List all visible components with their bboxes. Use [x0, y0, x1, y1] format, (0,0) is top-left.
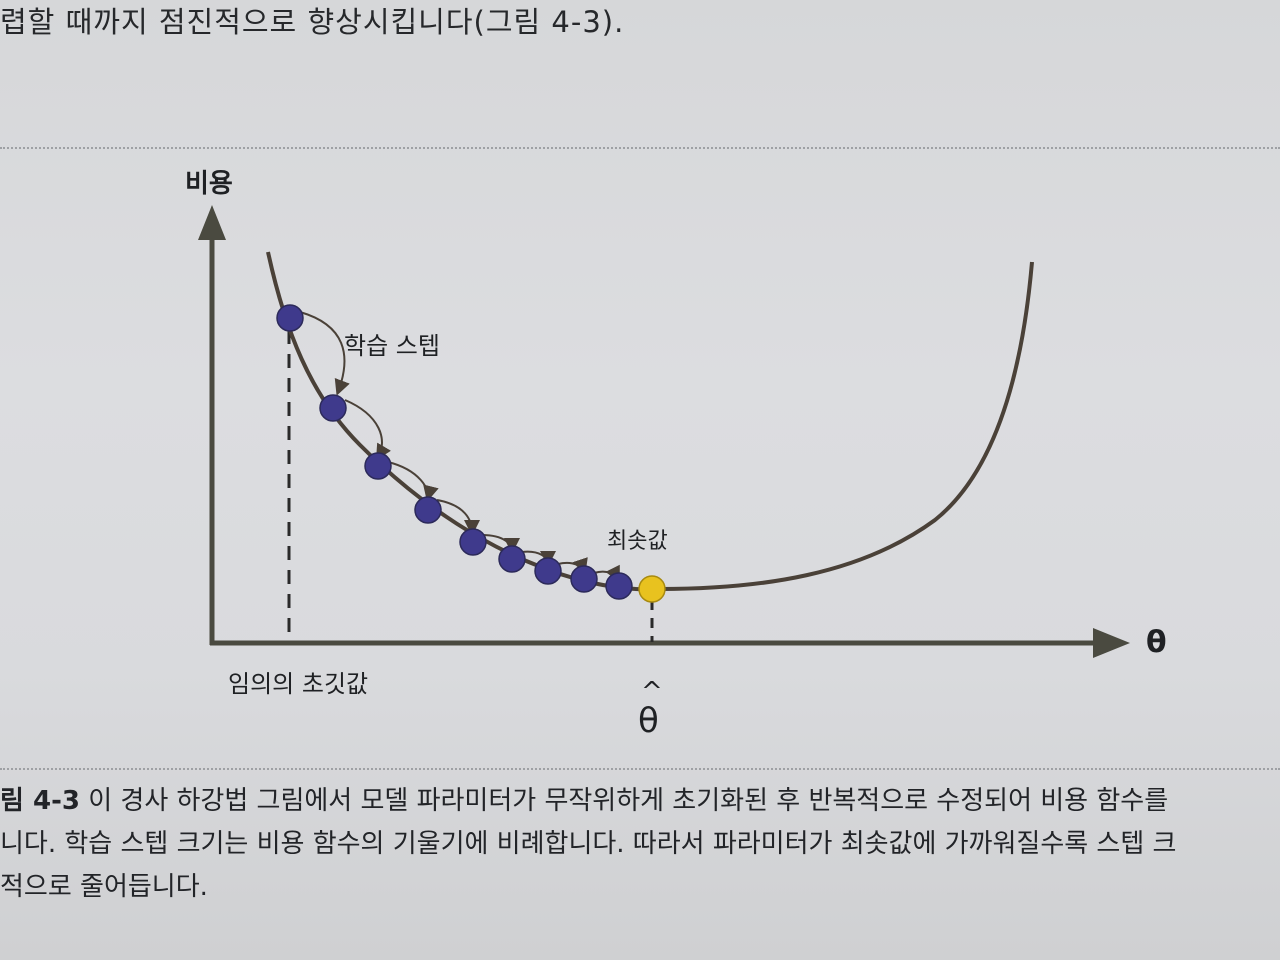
step-point — [459, 528, 487, 556]
x-axis-arrowhead — [1093, 628, 1130, 658]
theta-hat-caret: ^ — [641, 677, 663, 707]
caption-line-2: 니다. 학습 스텝 크기는 비용 함수의 기울기에 비례합니다. 따라서 파라미… — [0, 829, 1177, 859]
step-point — [498, 545, 526, 573]
step-point — [319, 394, 347, 422]
caption-line-1: 이 경사 하강법 그림에서 모델 파라미터가 무작위하게 초기화된 후 반복적으… — [79, 786, 1169, 816]
minimum-label: 최솟값 — [607, 529, 668, 554]
figure-bottom-rule — [0, 768, 1280, 770]
learning-step-label: 학습 스텝 — [344, 332, 440, 360]
initial-value-label: 임의의 초깃값 — [228, 670, 368, 698]
minimum-point — [638, 575, 666, 603]
caption-label: 림 4-3 — [0, 786, 80, 816]
x-axis-label: θ — [1146, 625, 1167, 660]
step-point — [364, 452, 392, 480]
y-axis-arrowhead — [198, 205, 226, 240]
step-point — [534, 557, 562, 585]
figure-caption: 림 4-3 이 경사 하강법 그림에서 모델 파라미터가 무작위하게 초기화된 … — [0, 780, 1280, 909]
step-point — [276, 304, 304, 332]
step-point — [605, 572, 633, 600]
step-point — [414, 496, 442, 524]
theta-hat-label: θ — [638, 701, 659, 741]
figure-top-rule — [0, 147, 1280, 149]
y-axis-label: 비용 — [185, 169, 233, 199]
caption-line-3: 적으로 줄어듭니다. — [0, 872, 208, 902]
body-text-line: 렵할 때까지 점진적으로 향상시킵니다(그림 4-3). — [0, 5, 625, 39]
step-point — [570, 565, 598, 593]
